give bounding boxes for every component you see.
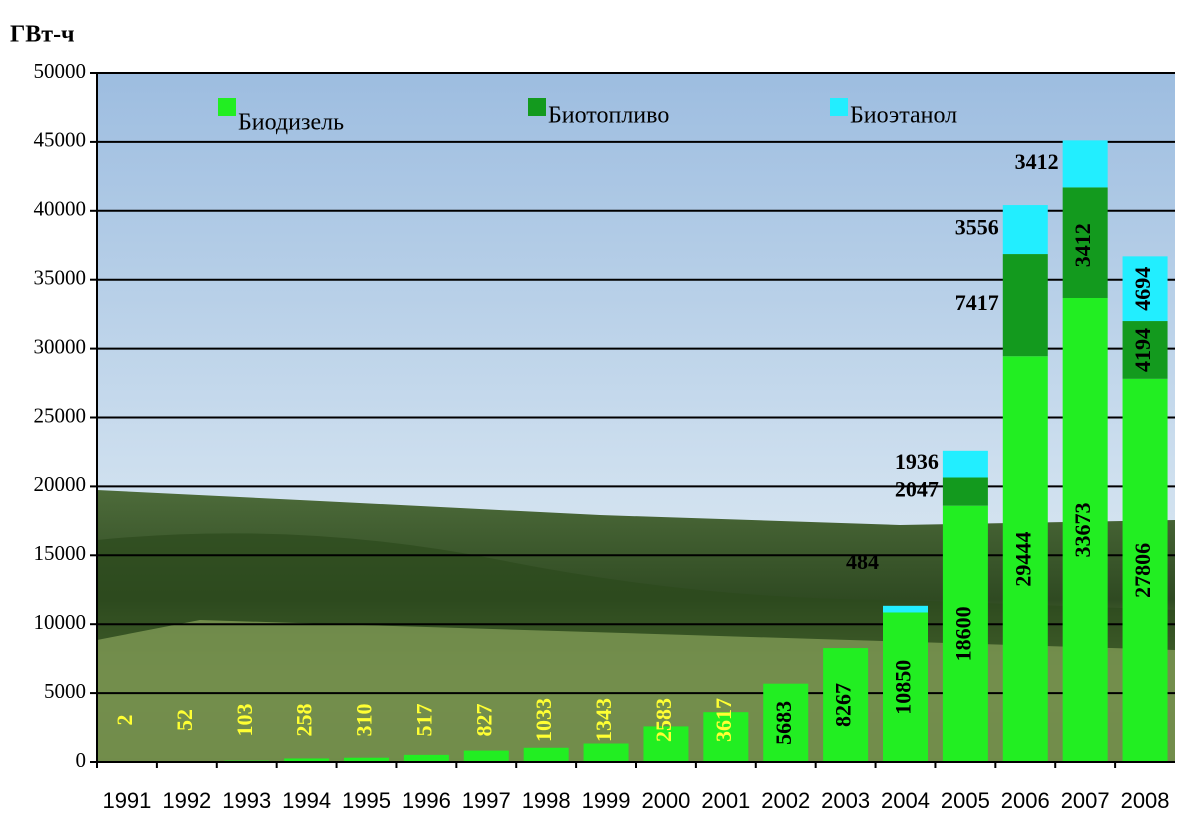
value-label: 2583 (651, 698, 676, 742)
value-label: 4194 (1130, 328, 1155, 372)
bar-segment (763, 683, 809, 762)
x-tick-label: 2008 (1121, 788, 1170, 813)
bar-segment (1002, 205, 1048, 255)
value-label: 1936 (895, 449, 939, 474)
x-tick-label: 2000 (641, 788, 690, 813)
y-tick-label: 35000 (34, 266, 87, 290)
bar-segment (344, 757, 389, 762)
y-tick-label: 25000 (34, 403, 87, 427)
bar-segment (1002, 254, 1048, 357)
bar-segment (1062, 297, 1108, 762)
bar-segment (703, 712, 749, 762)
plot: 0 5000 10000 15000 20000 25000 30000 35000 40000… (34, 59, 1175, 813)
bar-segment (883, 612, 928, 762)
legend-swatch (528, 98, 546, 116)
bar-segment (403, 754, 449, 762)
value-label: 827 (471, 704, 496, 737)
value-label: 2047 (895, 477, 939, 502)
value-label: 1343 (591, 698, 616, 742)
y-tick-label: 0 (76, 748, 87, 772)
y-tick-label: 45000 (34, 128, 87, 152)
value-label: 258 (292, 704, 317, 737)
y-tick-label: 10000 (34, 610, 87, 634)
value-label: 484 (846, 549, 879, 574)
x-tick-label: 2004 (881, 788, 930, 813)
legend-swatch (830, 98, 848, 116)
bar-segment (523, 747, 569, 762)
x-tick-label: 1994 (282, 788, 331, 813)
bar-segment (284, 758, 330, 762)
bar-segment (643, 726, 689, 762)
bar-segment (883, 605, 928, 613)
legend-label: Биотопливо (548, 103, 669, 129)
x-tick-label: 1995 (342, 788, 391, 813)
bar-segment (463, 750, 509, 762)
value-label: 29444 (1010, 532, 1035, 587)
y-tick-label: 15000 (34, 541, 87, 565)
value-label: 310 (352, 704, 377, 737)
y-tick-label: 30000 (34, 334, 87, 358)
value-label: 18600 (950, 606, 975, 661)
legend-label: Биодизель (238, 110, 344, 136)
bar-segment (1122, 321, 1168, 379)
bar-segment (583, 743, 629, 762)
y-axis-title: ГВт-ч (10, 22, 75, 48)
bar-segment (942, 477, 988, 506)
x-tick-label: 2002 (761, 788, 810, 813)
bar-segment (1062, 187, 1108, 298)
x-tick-label: 1999 (582, 788, 631, 813)
value-label: 3412 (1015, 149, 1059, 174)
y-tick-label: 50000 (34, 59, 87, 83)
value-label: 2 (112, 715, 137, 726)
bar-segment (1062, 140, 1108, 188)
value-label: 3617 (711, 698, 736, 742)
bar-segment (942, 450, 988, 478)
value-label: 5683 (771, 701, 796, 745)
value-label: 4694 (1130, 267, 1155, 311)
y-tick-label: 5000 (44, 679, 86, 703)
bar-segment (1002, 356, 1048, 762)
value-label: 7417 (955, 290, 999, 315)
x-tick-label: 1991 (102, 788, 151, 813)
x-tick-label: 1996 (402, 788, 451, 813)
legend-label: Биоэтанол (850, 103, 957, 129)
x-tick-label: 1993 (222, 788, 271, 813)
bar-segment (823, 648, 869, 762)
legend-swatch (218, 98, 236, 116)
value-label: 103 (232, 704, 257, 737)
x-tick-label: 1997 (462, 788, 511, 813)
y-tick-label: 20000 (34, 472, 87, 496)
x-tick-label: 1992 (162, 788, 211, 813)
x-tick-label: 2003 (821, 788, 870, 813)
x-tick-label: 1998 (522, 788, 571, 813)
value-label: 27806 (1130, 543, 1155, 598)
value-label: 1033 (531, 698, 556, 742)
bar-segment (1122, 256, 1168, 322)
value-label: 8267 (831, 683, 856, 727)
value-label: 517 (411, 704, 436, 737)
value-label: 3556 (955, 215, 999, 240)
bar-segment (942, 505, 988, 762)
bar-segment (1122, 378, 1168, 762)
annotation: 3412 (1070, 223, 1095, 267)
value-label: 33673 (1070, 502, 1095, 557)
x-tick-label: 2001 (701, 788, 750, 813)
x-tick-label: 2006 (1001, 788, 1050, 813)
x-tick-label: 2005 (941, 788, 990, 813)
value-label: 10850 (891, 660, 916, 715)
y-tick-label: 40000 (34, 197, 87, 221)
value-label: 52 (172, 709, 197, 731)
x-tick-label: 2007 (1061, 788, 1110, 813)
